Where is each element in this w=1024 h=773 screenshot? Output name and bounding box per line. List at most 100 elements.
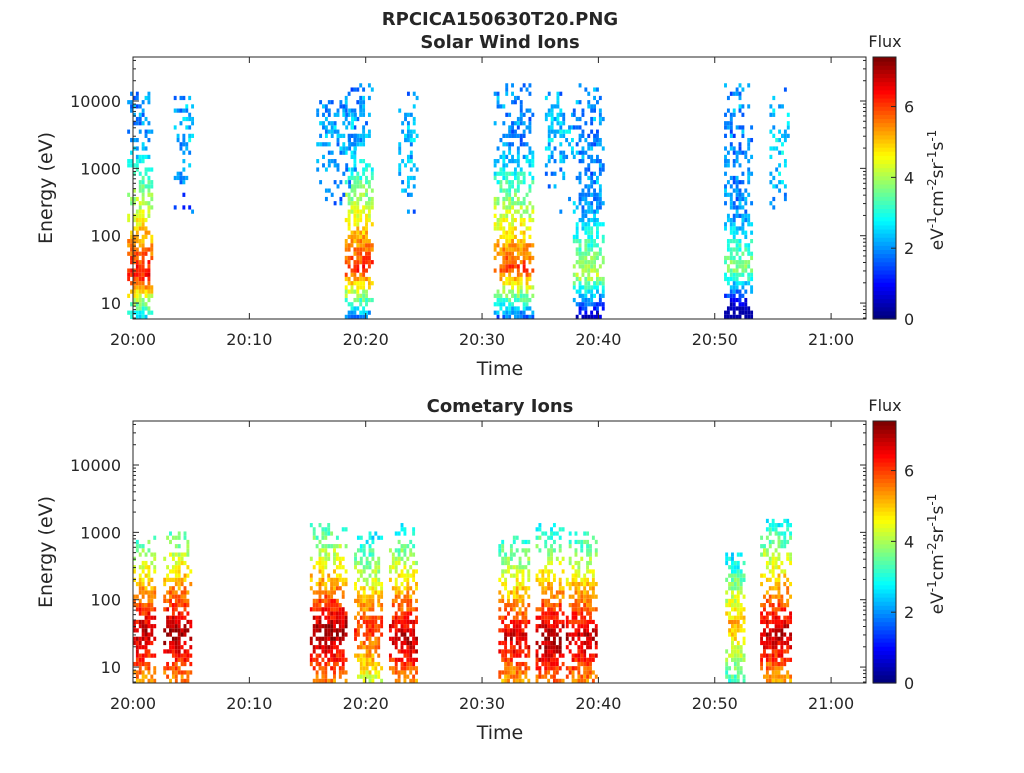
cometary-flux-cell <box>147 632 151 637</box>
cometary-flux-cell <box>771 565 775 570</box>
solar-wind-flux-cell <box>505 314 509 319</box>
solar-wind-flux-cell <box>783 196 787 202</box>
cometary-flux-cell <box>501 640 505 646</box>
cometary-flux-cell <box>324 674 328 679</box>
solar-wind-flux-cell <box>587 264 591 269</box>
solar-wind-flux-cell <box>127 276 131 282</box>
solar-wind-flux-cell <box>593 116 596 122</box>
solar-wind-flux-cell <box>578 217 582 223</box>
cometary-flux-cell <box>577 653 581 658</box>
solar-wind-flux-cell <box>502 159 506 164</box>
cometary-flux-cell <box>538 645 542 650</box>
cometary-flux-cell <box>171 624 175 629</box>
solar-wind-flux-cell <box>568 196 571 202</box>
cometary-flux-cell <box>589 560 592 566</box>
cometary-flux-cell <box>733 615 737 620</box>
cometary-flux-cell <box>377 628 381 633</box>
cometary-flux-cell <box>394 560 398 566</box>
solar-wind-flux-cell <box>581 268 585 273</box>
cometary-flux-cell <box>498 628 502 633</box>
cometary-flux-cell <box>177 598 181 604</box>
solar-wind-flux-cell <box>729 217 733 223</box>
cometary-flux-cell <box>133 636 136 641</box>
cometary-flux-cell <box>777 674 781 679</box>
solar-wind-flux-cell <box>528 243 532 248</box>
cometary-flux-cell <box>400 590 404 595</box>
cometary-flux-cell <box>144 645 148 650</box>
solar-wind-flux-cell <box>359 272 363 277</box>
cometary-flux-cell <box>338 573 342 578</box>
cometary-flux-cell <box>571 615 575 620</box>
cometary-flux-cell <box>541 661 545 667</box>
cometary-flux-cell <box>327 590 331 595</box>
solar-wind-flux-cell <box>359 108 363 113</box>
solar-wind-flux-cell <box>138 310 142 315</box>
solar-wind-flux-cell <box>135 163 139 168</box>
cometary-flux-cell <box>739 552 743 557</box>
cometary-flux-cell <box>415 619 418 625</box>
solar-wind-flux-cell <box>502 310 506 315</box>
solar-wind-flux-cell <box>347 247 351 252</box>
solar-wind-flux-cell <box>347 121 351 126</box>
cometary-flux-cell <box>577 581 581 587</box>
cometary-flux-cell <box>742 678 746 683</box>
solar-wind-colorbar-swatch <box>873 294 896 300</box>
cometary-flux-cell <box>400 569 404 574</box>
cometary-flux-cell <box>512 624 516 629</box>
cometary-flux-cell <box>171 552 175 557</box>
cometary-flux-cell <box>736 670 740 675</box>
solar-wind-flux-cell <box>601 234 605 240</box>
solar-wind-flux-cell <box>370 297 374 303</box>
solar-wind-flux-cell <box>398 142 402 147</box>
cometary-flux-cell <box>527 619 531 625</box>
cometary-flux-cell <box>171 674 175 679</box>
solar-wind-flux-cell <box>747 180 751 185</box>
cometary-flux-cell <box>765 560 769 566</box>
cometary-flux-cell <box>330 619 334 625</box>
cometary-flux-cell <box>777 552 781 557</box>
cometary-flux-cell <box>374 586 378 591</box>
solar-wind-flux-cell <box>353 234 357 240</box>
cometary-flux-cell <box>391 636 395 641</box>
cometary-flux-cell <box>344 577 348 582</box>
solar-wind-flux-cell <box>176 171 180 176</box>
solar-wind-flux-cell <box>342 146 346 151</box>
solar-wind-colorbar-swatch <box>873 171 896 177</box>
solar-wind-flux-cell <box>584 306 588 311</box>
solar-wind-flux-cell <box>144 293 148 298</box>
solar-wind-flux-cell <box>747 104 751 109</box>
solar-wind-flux-cell <box>598 293 602 298</box>
solar-wind-flux-cell <box>735 285 739 290</box>
cometary-flux-cell <box>507 594 510 599</box>
cometary-flux-cell <box>777 577 781 582</box>
cometary-flux-cell <box>365 653 369 658</box>
cometary-flux-cell <box>374 615 378 620</box>
cometary-flux-cell <box>169 590 172 595</box>
solar-wind-flux-cell <box>726 255 730 261</box>
cometary-colorbar-swatch <box>873 650 896 655</box>
cometary-colorbar-swatch <box>873 506 896 512</box>
cometary-flux-cell <box>725 577 729 582</box>
solar-wind-flux-cell <box>738 260 742 265</box>
solar-wind-flux-cell <box>505 247 509 252</box>
cometary-flux-cell <box>733 577 737 582</box>
cometary-flux-cell <box>371 661 375 667</box>
cometary-flux-cell <box>394 628 398 633</box>
solar-wind-flux-cell <box>342 104 346 109</box>
cometary-flux-cell <box>742 653 746 658</box>
solar-wind-flux-cell <box>502 201 506 206</box>
cometary-flux-cell <box>338 628 342 633</box>
solar-wind-flux-cell <box>135 260 139 265</box>
solar-wind-flux-cell <box>138 251 142 256</box>
solar-wind-flux-cell <box>516 276 520 282</box>
cometary-flux-cell <box>515 640 519 646</box>
cometary-flux-cell <box>391 615 395 620</box>
cometary-flux-cell <box>580 678 584 683</box>
cometary-flux-cell <box>521 539 525 545</box>
solar-wind-flux-cell <box>359 297 363 303</box>
solar-wind-flux-cell <box>522 302 526 307</box>
cometary-flux-cell <box>365 666 369 671</box>
solar-wind-flux-cell <box>741 268 745 273</box>
cometary-flux-cell <box>138 586 142 591</box>
cometary-flux-cell <box>501 649 505 654</box>
